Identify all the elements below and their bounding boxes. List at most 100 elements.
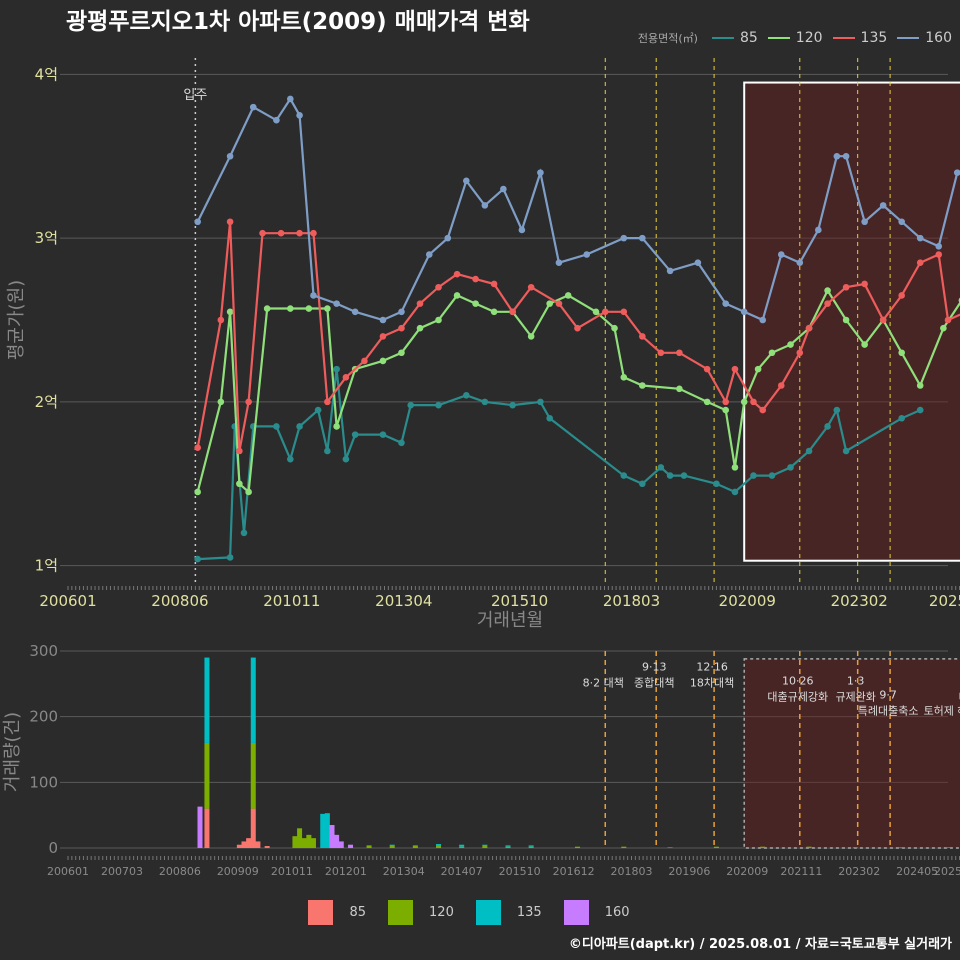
bar-segment-120 — [760, 846, 766, 848]
bar-segment-160 — [197, 806, 203, 848]
data-point-135 — [555, 300, 563, 307]
bar-x-tick-label: 201510 — [499, 865, 541, 878]
data-point-85 — [481, 398, 489, 406]
bar-segment-160 — [329, 825, 335, 848]
data-point-120 — [379, 357, 387, 365]
bar-legend-135: 135 — [475, 900, 542, 925]
bar-segment-120 — [389, 846, 395, 848]
data-point-160 — [333, 300, 340, 307]
recent-period-box — [743, 81, 960, 562]
data-point-135 — [416, 300, 424, 307]
legend-item-85: 85 — [711, 30, 758, 46]
data-point-135 — [935, 251, 943, 258]
data-point-120 — [722, 406, 729, 414]
data-point-160 — [639, 234, 646, 242]
y-tick-label: 2억 — [35, 393, 58, 411]
data-point-135 — [217, 316, 225, 324]
bar-segment-120 — [297, 828, 303, 848]
data-point-85 — [916, 406, 924, 414]
bar-segment-135 — [482, 844, 488, 847]
bar-x-tick-label: 201803 — [611, 865, 653, 878]
bar-y-tick-label: 200 — [29, 708, 58, 726]
data-point-120 — [472, 300, 479, 307]
data-point-120 — [940, 324, 947, 332]
data-point-160 — [500, 185, 507, 193]
data-point-85 — [666, 472, 674, 479]
x-tick-label: 202302 — [831, 592, 888, 610]
data-point-120 — [398, 349, 405, 357]
data-point-85 — [226, 554, 234, 561]
data-point-135 — [472, 275, 479, 283]
data-point-135 — [342, 374, 350, 381]
data-point-135 — [879, 316, 887, 324]
data-point-160 — [425, 251, 433, 258]
data-point-120 — [546, 300, 553, 307]
bar-segment-135 — [505, 845, 511, 847]
data-point-160 — [537, 169, 544, 176]
data-point-85 — [240, 529, 248, 537]
bar-x-tick-label: 200909 — [217, 865, 259, 878]
data-point-135 — [824, 300, 831, 307]
data-point-85 — [787, 464, 794, 471]
data-point-135 — [259, 229, 266, 237]
data-point-85 — [824, 423, 831, 430]
bar-legend-85: 85 — [308, 900, 366, 925]
data-point-160 — [463, 177, 470, 185]
data-point-160 — [296, 112, 303, 119]
bar-x-tick-label: 202009 — [726, 865, 768, 878]
x-tick-label: 2025 — [929, 592, 960, 610]
data-point-135 — [453, 270, 461, 278]
bar-segment-135 — [204, 657, 210, 743]
data-point-135 — [194, 444, 201, 452]
data-point-120 — [611, 324, 618, 332]
x-tick-label: 200601 — [39, 592, 96, 610]
data-point-120 — [245, 488, 252, 496]
data-point-120 — [740, 398, 748, 406]
data-point-85 — [398, 439, 405, 447]
data-point-160 — [481, 202, 489, 209]
data-point-85 — [768, 472, 776, 479]
data-point-160 — [879, 202, 887, 209]
data-point-85 — [842, 447, 850, 455]
data-point-120 — [305, 305, 313, 312]
data-point-160 — [379, 316, 387, 324]
policy-date: 9·13 — [642, 661, 667, 674]
data-point-160 — [583, 251, 591, 258]
data-point-85 — [273, 423, 280, 430]
y-tick-label: 4억 — [35, 65, 58, 83]
bar-segment-120 — [436, 846, 442, 848]
data-point-120 — [620, 374, 628, 381]
data-point-135 — [898, 292, 905, 299]
data-point-85 — [194, 555, 201, 563]
data-point-160 — [796, 259, 804, 266]
data-point-160 — [310, 292, 317, 299]
x-tick-label: 201510 — [491, 592, 548, 610]
data-point-85 — [620, 472, 628, 479]
data-point-160 — [953, 169, 960, 176]
bar-y-tick-label: 0 — [48, 839, 58, 857]
data-point-85 — [805, 447, 813, 455]
data-point-120 — [236, 480, 243, 488]
data-point-120 — [639, 382, 646, 389]
bar-legend-160: 160 — [563, 900, 630, 925]
data-point-135 — [490, 280, 498, 288]
bar-x-tick-label: 200806 — [159, 865, 201, 878]
bar-segment-120 — [250, 742, 256, 809]
data-point-135 — [944, 316, 952, 324]
data-point-135 — [842, 283, 850, 291]
data-point-135 — [703, 365, 711, 373]
data-point-160 — [898, 218, 905, 226]
data-point-85 — [657, 464, 665, 471]
data-point-135 — [310, 229, 317, 237]
data-point-135 — [509, 308, 516, 316]
bar-segment-160 — [348, 844, 354, 848]
data-point-135 — [601, 308, 609, 316]
data-point-135 — [379, 333, 387, 340]
move-in-label: 입주 — [183, 88, 207, 103]
data-point-120 — [564, 292, 572, 299]
bar-segment-85 — [204, 808, 210, 848]
bar-segment-85 — [236, 844, 242, 848]
bar-segment-120 — [713, 846, 719, 848]
bar-x-tick-label: 2025 — [934, 865, 960, 878]
